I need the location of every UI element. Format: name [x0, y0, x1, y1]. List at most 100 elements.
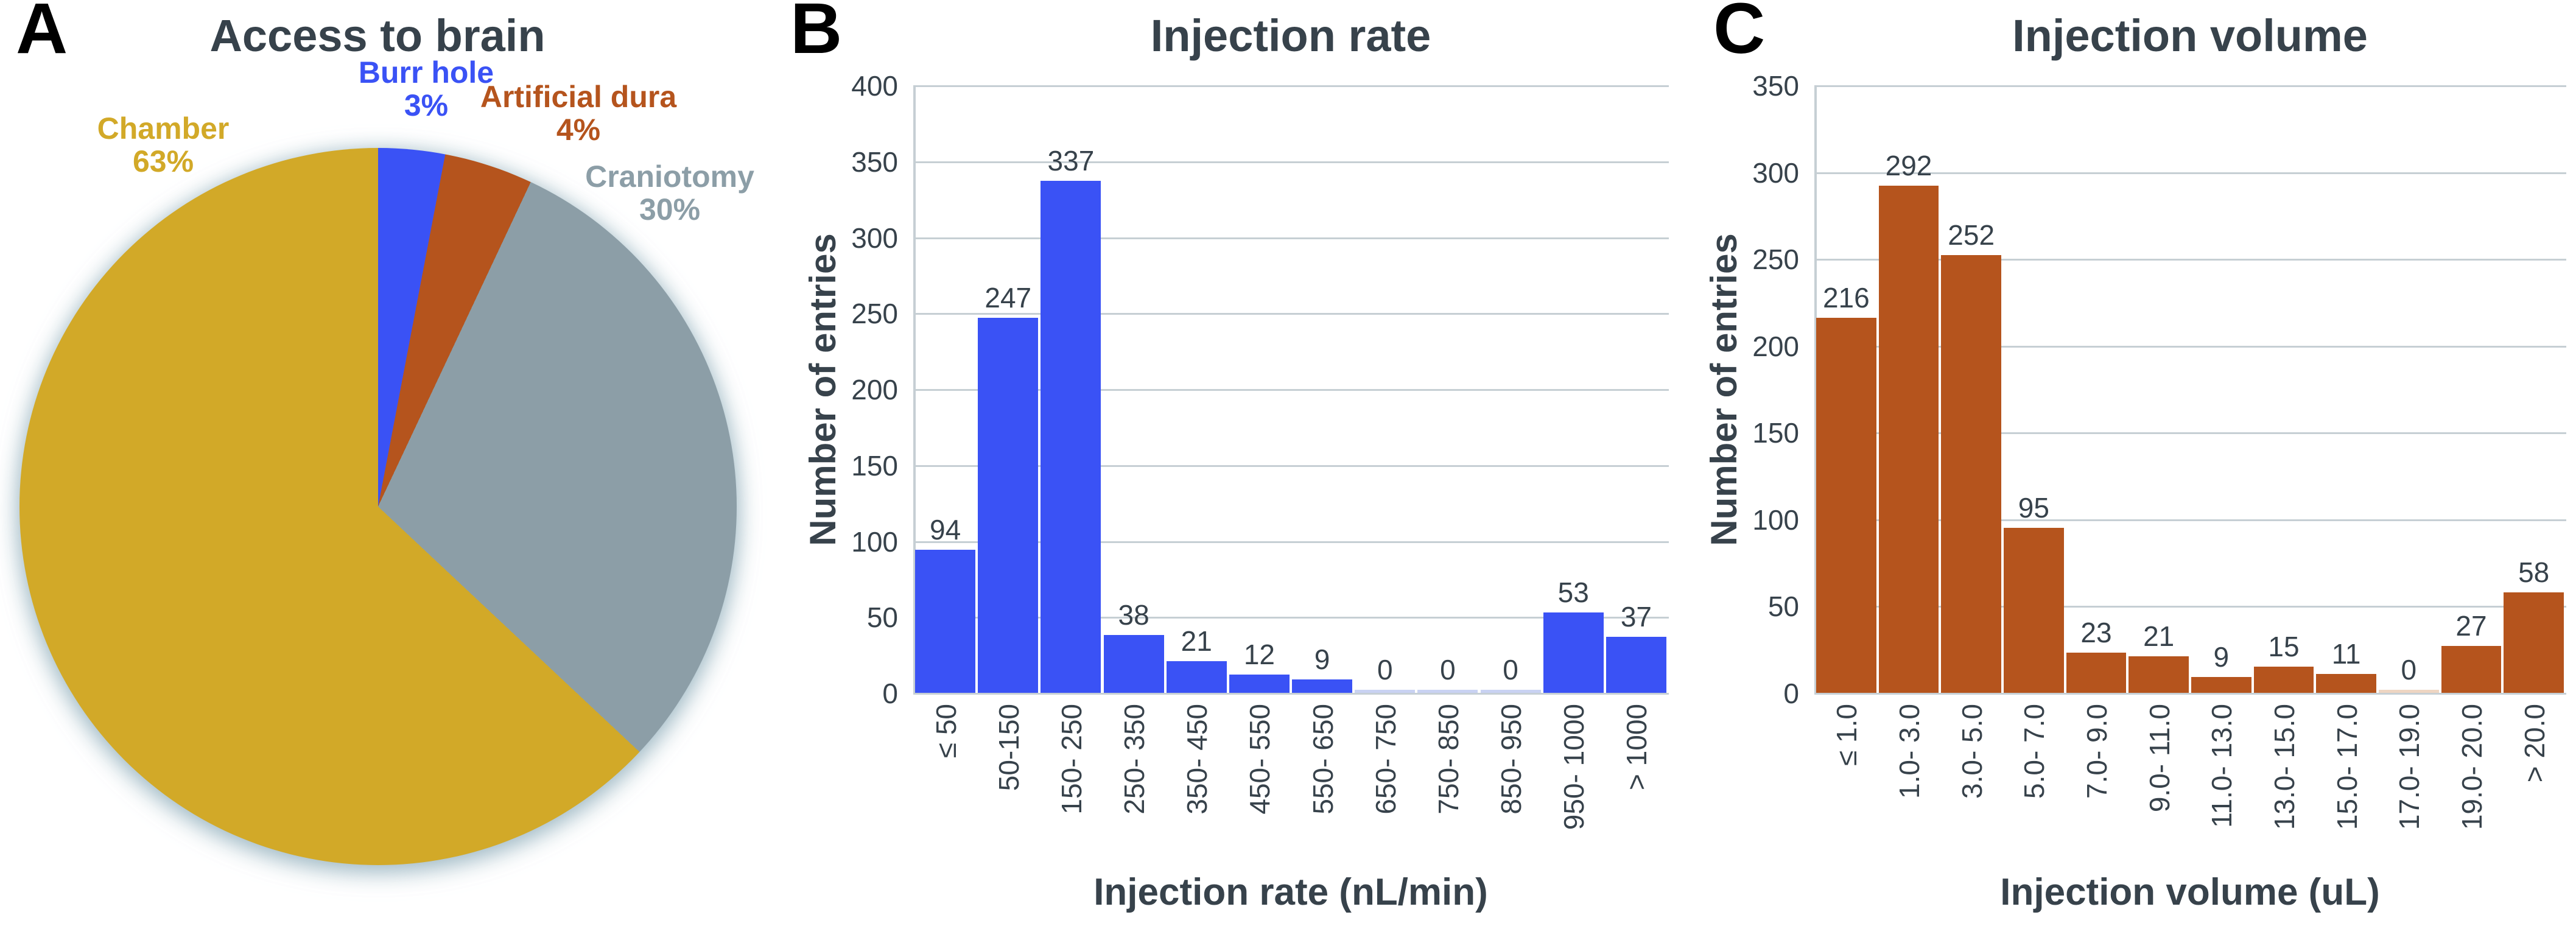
panel-b-x-axis-title: Injection rate (nL/min)	[1093, 871, 1488, 913]
x-tick-label: 9.0- 11.0	[2143, 704, 2175, 813]
y-tick-label-350: 350	[1752, 70, 1799, 102]
x-tick-label: 350- 450	[1181, 704, 1213, 815]
bar-value-label: 23	[2080, 617, 2112, 649]
bar-value-label: 95	[2018, 492, 2049, 524]
gridline-400	[913, 85, 1669, 87]
y-tick-label-50: 50	[866, 602, 898, 634]
bar-value-label: 21	[1181, 625, 1212, 657]
x-tick-label: 750- 850	[1432, 704, 1464, 815]
x-tick-label: ≤ 50	[930, 704, 962, 759]
bar-value-label: 0	[1440, 654, 1456, 686]
bar-9.0- 11.0	[2129, 656, 2189, 693]
x-tick-label: 650- 750	[1369, 704, 1402, 815]
bar-value-label: 38	[1118, 599, 1149, 631]
x-tick-label: 11.0- 13.0	[2206, 704, 2238, 828]
y-tick-label-100: 100	[1752, 503, 1799, 536]
x-tick-label: 17.0- 19.0	[2393, 704, 2426, 830]
pie-label-name: Burr hole	[358, 55, 494, 89]
panel-b-title: Injection rate	[1150, 10, 1431, 61]
x-tick-label: 450- 550	[1244, 704, 1276, 815]
bar-17.0- 19.0	[2379, 690, 2439, 693]
y-tick-label-0: 0	[882, 678, 898, 709]
x-tick-label: 15.0- 17.0	[2331, 704, 2363, 830]
panel-letter-c: C	[1713, 0, 1766, 69]
bar-450- 550	[1229, 675, 1290, 693]
bar-950- 1000	[1543, 612, 1604, 693]
y-tick-label-0: 0	[1783, 678, 1799, 709]
bar-value-label: 252	[1948, 219, 1995, 251]
bar-19.0- 20.0	[2441, 646, 2502, 693]
panel-letter-a: A	[16, 0, 68, 69]
bar-value-label: 0	[1377, 654, 1393, 686]
y-axis-line	[913, 85, 916, 695]
bar-15.0- 17.0	[2316, 673, 2376, 693]
bar-3.0- 5.0	[1941, 255, 2001, 693]
gridline-0	[1814, 693, 2566, 695]
x-tick-label: 5.0- 7.0	[2018, 704, 2051, 799]
panel-c-x-axis-title: Injection volume (uL)	[2000, 871, 2380, 913]
pie-label-name: Chamber	[97, 111, 230, 146]
gridline-0	[913, 693, 1669, 695]
bar-value-label: 12	[1243, 639, 1275, 671]
gridline-100	[913, 541, 1669, 543]
panel-c-title: Injection volume	[2012, 10, 2368, 61]
bar-value-label: 9	[1314, 643, 1330, 675]
x-tick-label: > 1000	[1621, 704, 1653, 790]
bar-850- 950	[1480, 690, 1541, 693]
y-tick-label-100: 100	[851, 525, 898, 558]
panel-letter-b: B	[790, 0, 843, 69]
y-tick-label-350: 350	[851, 146, 898, 178]
gridline-100	[1814, 519, 2566, 521]
x-tick-label: > 20.0	[2518, 704, 2550, 783]
bar-value-label: 27	[2455, 610, 2487, 642]
y-tick-label-200: 200	[1752, 330, 1799, 362]
bar-150- 250	[1041, 181, 1101, 693]
pie-label-percent: 3%	[404, 88, 449, 122]
pie-label-artificial-dura: Artificial dura 4%	[408, 80, 749, 146]
pie-label-burr-hole: Burr hole 3%	[256, 56, 597, 122]
bar-value-label: 247	[984, 281, 1032, 314]
y-tick-label-150: 150	[1752, 417, 1799, 449]
pie-label-percent: 63%	[132, 144, 194, 178]
x-tick-label: ≤ 1.0	[1831, 704, 1863, 766]
x-tick-label: 850- 950	[1495, 704, 1528, 815]
bar-value-label: 0	[2401, 654, 2417, 686]
bar-50-150	[978, 317, 1039, 693]
bar-value-label: 292	[1885, 150, 1932, 182]
pie-label-percent: 4%	[556, 113, 601, 147]
gridline-50	[913, 617, 1669, 619]
bar-value-label: 53	[1557, 576, 1589, 608]
x-tick-label: 7.0- 9.0	[2081, 704, 2113, 799]
bar-value-label: 58	[2518, 556, 2550, 588]
x-tick-label: 550- 650	[1307, 704, 1339, 815]
bar-> 20.0	[2504, 592, 2564, 693]
pie-label-chamber: Chamber 63%	[0, 112, 334, 178]
y-tick-label-250: 250	[1752, 244, 1799, 276]
pie-chart-access-to-brain	[19, 148, 737, 865]
y-axis-line	[1814, 85, 1817, 695]
bar-value-label: 337	[1047, 145, 1095, 177]
bar-750- 850	[1417, 690, 1478, 693]
x-tick-label: 950- 1000	[1558, 704, 1590, 830]
bar-7.0- 9.0	[2066, 653, 2127, 693]
gridline-250	[913, 313, 1669, 315]
pie-label-name: Artificial dura	[480, 80, 677, 114]
bar-value-label: 0	[1503, 654, 1518, 686]
x-tick-label: 1.0- 3.0	[1893, 704, 1925, 799]
y-tick-label-50: 50	[1767, 591, 1799, 623]
gridline-50	[1814, 606, 2566, 608]
gridline-250	[1814, 259, 2566, 261]
bar-550- 650	[1292, 679, 1353, 693]
gridline-350	[1814, 85, 2566, 87]
gridline-300	[913, 237, 1669, 239]
x-tick-label: 150- 250	[1055, 704, 1087, 815]
y-tick-label-150: 150	[851, 449, 898, 482]
bar-13.0- 15.0	[2253, 667, 2314, 693]
panel-a-title: Access to brain	[209, 10, 546, 61]
bar-value-label: 216	[1822, 282, 1870, 314]
x-tick-label: 3.0- 5.0	[1956, 704, 1988, 799]
bar-value-label: 21	[2143, 620, 2175, 653]
y-tick-label-250: 250	[851, 298, 898, 330]
x-tick-label: 250- 350	[1118, 704, 1151, 815]
